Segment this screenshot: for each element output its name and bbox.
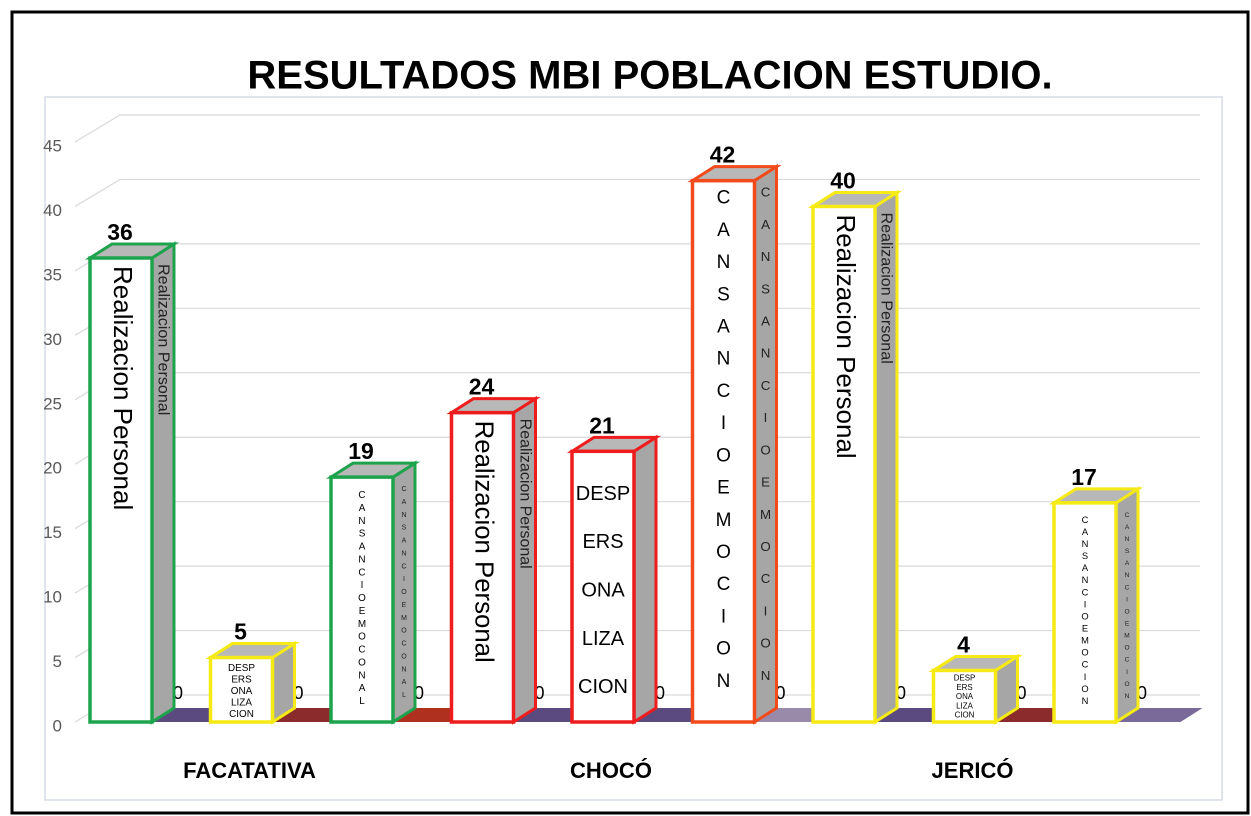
x-tick-label: JERICÓ: [932, 758, 1014, 783]
y-tick-label: 35: [43, 265, 62, 284]
bar: [446, 395, 541, 725]
floor-value-label: 0: [534, 683, 544, 703]
bar-text: DESP ERS ONA LIZA CION: [576, 483, 630, 698]
bar-side: [632, 434, 658, 725]
bar: [566, 434, 662, 725]
bar-front: [88, 256, 154, 724]
floor-value-label: 0: [414, 683, 424, 703]
bar-text: DESP ERS ONA LIZA CION: [954, 674, 976, 720]
bar-side-text: Realizacion Personal: [878, 212, 896, 363]
bar: [687, 163, 782, 725]
bar-front: [811, 204, 877, 724]
floor-value-label: 0: [1016, 683, 1026, 703]
x-tick-label: CHOCÓ: [570, 758, 652, 783]
floor-bar: [1116, 708, 1203, 722]
bar-text: Realizacion Personal: [470, 421, 498, 663]
bar-front: [329, 475, 395, 724]
bar-text: Realizacion Personal: [108, 266, 138, 510]
bar: [928, 653, 1023, 725]
y-tick-label: 10: [43, 588, 62, 607]
bar-front: [931, 668, 998, 724]
bar: [1048, 486, 1144, 725]
floor-value-label: 0: [896, 683, 906, 703]
bar: [205, 640, 300, 725]
floor-value-label: 0: [1137, 683, 1147, 703]
value-label: 24: [469, 374, 495, 400]
value-label: 4: [957, 632, 970, 658]
floor-value-label: 0: [293, 683, 303, 703]
value-label: 36: [107, 219, 133, 245]
y-tick-label: 20: [43, 459, 62, 478]
x-tick-label: FACATATIVA: [183, 758, 316, 783]
y-tick-label: 0: [53, 716, 62, 735]
grid-line: [74, 178, 1200, 207]
y-tick-label: 25: [43, 394, 62, 413]
y-tick-label: 30: [43, 330, 62, 349]
bar-front: [570, 449, 636, 724]
value-label: 17: [1071, 464, 1097, 490]
y-tick-label: 15: [43, 523, 62, 542]
bar: [325, 460, 421, 725]
y-tick-label: 40: [43, 201, 62, 220]
value-label: 5: [234, 619, 247, 645]
bar-front: [208, 655, 275, 724]
bar-front: [1052, 501, 1118, 724]
plot-frame: [44, 96, 1223, 801]
bar: [807, 189, 903, 725]
bar-side-text: Realizacion Personal: [516, 419, 533, 569]
floor-value-label: 0: [173, 683, 183, 703]
bar-front: [690, 178, 757, 724]
bar-text: DESP ERS ONA LIZA CION: [228, 663, 255, 720]
value-label: 21: [589, 412, 615, 438]
floor-value-label: 0: [655, 683, 665, 703]
y-tick-label: 5: [53, 652, 62, 671]
bar-text: Realizacion Personal: [831, 214, 861, 458]
value-label: 42: [710, 142, 736, 168]
floor-value-label: 0: [775, 683, 785, 703]
y-tick-label: 45: [43, 136, 62, 155]
grid-line: [74, 114, 1200, 143]
bar-front: [449, 410, 516, 724]
value-label: 40: [830, 168, 856, 194]
chart-title: RESULTADOS MBI POBLACION ESTUDIO.: [247, 54, 1052, 98]
value-label: 19: [348, 438, 374, 464]
bar-side-text: Realizacion Personal: [155, 264, 173, 415]
bar: [84, 241, 180, 725]
